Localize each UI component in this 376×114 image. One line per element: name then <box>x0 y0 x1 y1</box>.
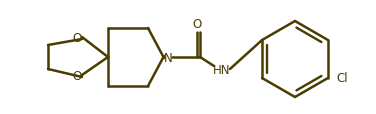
Text: O: O <box>72 32 82 45</box>
Text: O: O <box>193 18 202 31</box>
Text: Cl: Cl <box>336 72 347 85</box>
Text: O: O <box>72 70 82 83</box>
Text: N: N <box>164 51 172 64</box>
Text: HN: HN <box>213 63 231 76</box>
